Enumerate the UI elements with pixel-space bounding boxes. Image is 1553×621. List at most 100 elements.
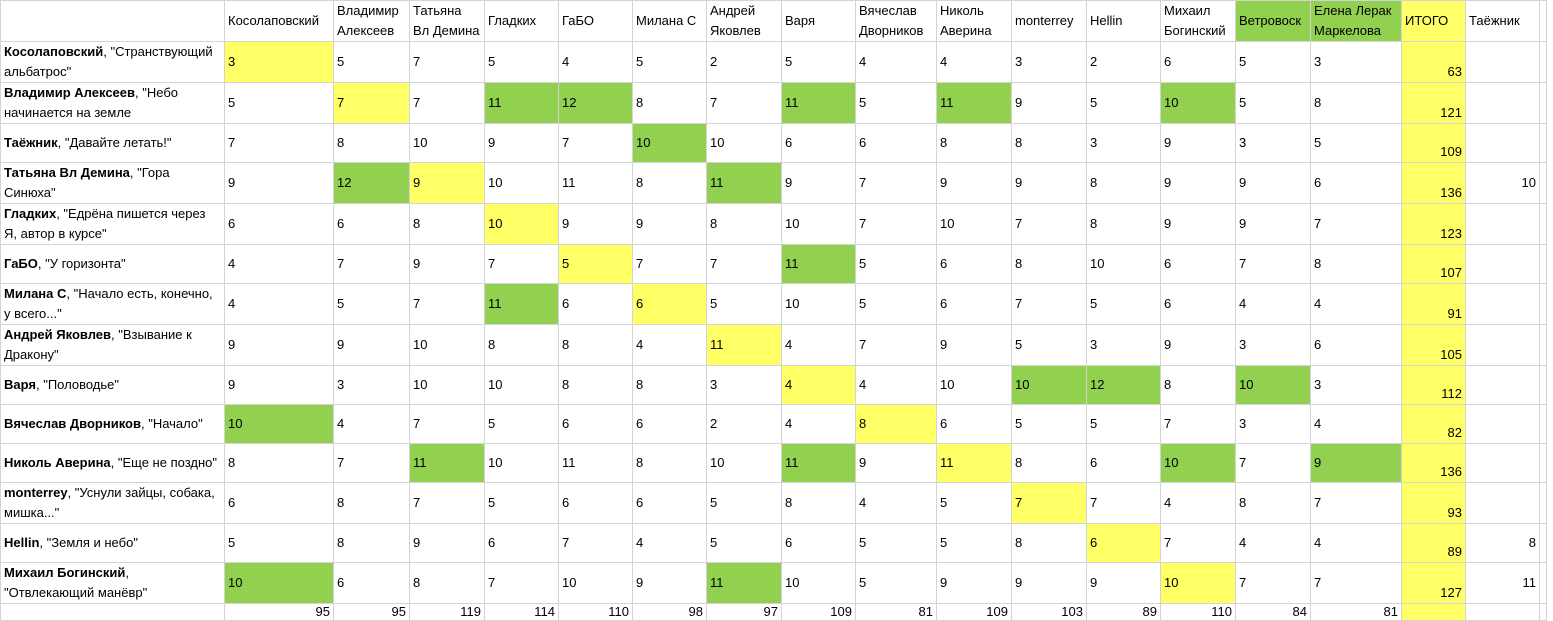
score-cell[interactable]: 2 [1086,41,1161,83]
score-cell[interactable]: 4 [1235,523,1311,563]
score-cell[interactable]: 10 [224,562,334,604]
total-cell[interactable]: 82 [1401,404,1466,444]
score-cell[interactable]: 8 [1160,365,1236,405]
taezhnik-cell[interactable]: 11 [1465,562,1540,604]
column-header[interactable]: Вячеслав Дворников [855,0,937,42]
taezhnik-cell[interactable]: 8 [1465,523,1540,563]
score-cell[interactable]: 5 [855,523,937,563]
score-cell[interactable]: 7 [1235,562,1311,604]
column-sum-cell[interactable]: 114 [484,603,559,621]
score-cell[interactable]: 8 [1310,244,1402,284]
score-cell[interactable]: 8 [1011,523,1087,563]
score-cell[interactable]: 11 [558,162,633,204]
score-cell[interactable]: 4 [855,365,937,405]
taezhnik-cell[interactable] [1465,203,1540,245]
score-cell[interactable]: 5 [224,82,334,124]
score-cell[interactable]: 5 [936,482,1012,524]
score-cell[interactable]: 6 [632,283,707,325]
score-cell[interactable]: 10 [484,203,559,245]
score-cell[interactable]: 7 [1011,283,1087,325]
score-cell[interactable]: 7 [1310,482,1402,524]
score-cell[interactable]: 7 [1086,482,1161,524]
score-cell[interactable]: 7 [409,41,485,83]
column-sum-cell[interactable]: 119 [409,603,485,621]
empty-cell[interactable] [1539,203,1547,245]
score-cell[interactable]: 4 [936,41,1012,83]
score-cell[interactable]: 10 [936,365,1012,405]
score-cell[interactable]: 10 [409,365,485,405]
row-label[interactable]: Андрей Яковлев, "Взывание к Дракону" [0,324,225,366]
total-cell[interactable]: 121 [1401,82,1466,124]
score-cell[interactable]: 11 [484,283,559,325]
score-cell[interactable]: 6 [333,203,410,245]
column-sum-cell[interactable]: 95 [224,603,334,621]
score-cell[interactable]: 3 [224,41,334,83]
score-cell[interactable]: 9 [1235,162,1311,204]
total-cell[interactable]: 112 [1401,365,1466,405]
score-cell[interactable]: 8 [333,482,410,524]
column-header[interactable]: Андрей Яковлев [706,0,782,42]
score-cell[interactable]: 5 [855,283,937,325]
total-cell[interactable]: 109 [1401,123,1466,163]
score-cell[interactable]: 4 [781,365,856,405]
column-sum-cell[interactable]: 109 [936,603,1012,621]
score-cell[interactable]: 5 [632,41,707,83]
score-cell[interactable]: 11 [706,562,782,604]
score-cell[interactable]: 8 [781,482,856,524]
score-cell[interactable]: 5 [224,523,334,563]
score-cell[interactable]: 8 [1011,244,1087,284]
score-cell[interactable]: 10 [706,443,782,483]
score-cell[interactable]: 9 [1235,203,1311,245]
score-cell[interactable]: 6 [781,123,856,163]
score-cell[interactable]: 5 [333,41,410,83]
score-cell[interactable]: 8 [558,324,633,366]
row-label[interactable]: Михаил Богинский, "Отвлекающий манёвр" [0,562,225,604]
column-sum-cell[interactable]: 84 [1235,603,1311,621]
score-cell[interactable]: 9 [409,244,485,284]
score-cell[interactable]: 11 [706,162,782,204]
empty-cell[interactable] [1539,482,1547,524]
row-label[interactable]: Гладких, "Едрёна пишется через Я, автор … [0,203,225,245]
score-cell[interactable]: 6 [1310,162,1402,204]
total-cell[interactable]: 91 [1401,283,1466,325]
score-cell[interactable]: 5 [706,482,782,524]
row-label[interactable]: Косолаповский, "Странствующий альбатрос" [0,41,225,83]
column-header[interactable]: Косолаповский [224,0,334,42]
score-cell[interactable]: 6 [936,404,1012,444]
column-sum-cell[interactable]: 110 [1160,603,1236,621]
score-cell[interactable]: 2 [706,404,782,444]
empty-cell[interactable] [1465,603,1540,621]
score-cell[interactable]: 9 [855,443,937,483]
score-cell[interactable]: 3 [1310,41,1402,83]
empty-cell[interactable] [1539,324,1547,366]
score-cell[interactable]: 5 [1235,82,1311,124]
score-cell[interactable]: 7 [1310,562,1402,604]
score-cell[interactable]: 11 [558,443,633,483]
taezhnik-cell[interactable] [1465,365,1540,405]
score-cell[interactable]: 9 [1011,162,1087,204]
score-cell[interactable]: 5 [855,562,937,604]
score-cell[interactable]: 9 [409,523,485,563]
score-cell[interactable]: 7 [1310,203,1402,245]
score-cell[interactable]: 3 [1086,123,1161,163]
score-cell[interactable]: 7 [706,82,782,124]
taezhnik-cell[interactable] [1465,41,1540,83]
score-cell[interactable]: 6 [558,482,633,524]
score-cell[interactable]: 8 [855,404,937,444]
score-cell[interactable]: 5 [706,523,782,563]
score-cell[interactable]: 7 [1011,482,1087,524]
score-cell[interactable]: 5 [936,523,1012,563]
score-cell[interactable]: 6 [1160,244,1236,284]
score-cell[interactable]: 5 [484,41,559,83]
score-cell[interactable]: 9 [936,324,1012,366]
total-cell[interactable]: 89 [1401,523,1466,563]
score-cell[interactable]: 10 [1160,562,1236,604]
score-cell[interactable]: 2 [706,41,782,83]
score-cell[interactable]: 4 [558,41,633,83]
score-cell[interactable]: 4 [632,523,707,563]
empty-cell[interactable] [1539,0,1547,42]
column-sum-cell[interactable]: 89 [1086,603,1161,621]
column-header[interactable]: ГаБО [558,0,633,42]
column-sum-cell[interactable]: 95 [333,603,410,621]
column-header[interactable]: Владимир Алексеев [333,0,410,42]
